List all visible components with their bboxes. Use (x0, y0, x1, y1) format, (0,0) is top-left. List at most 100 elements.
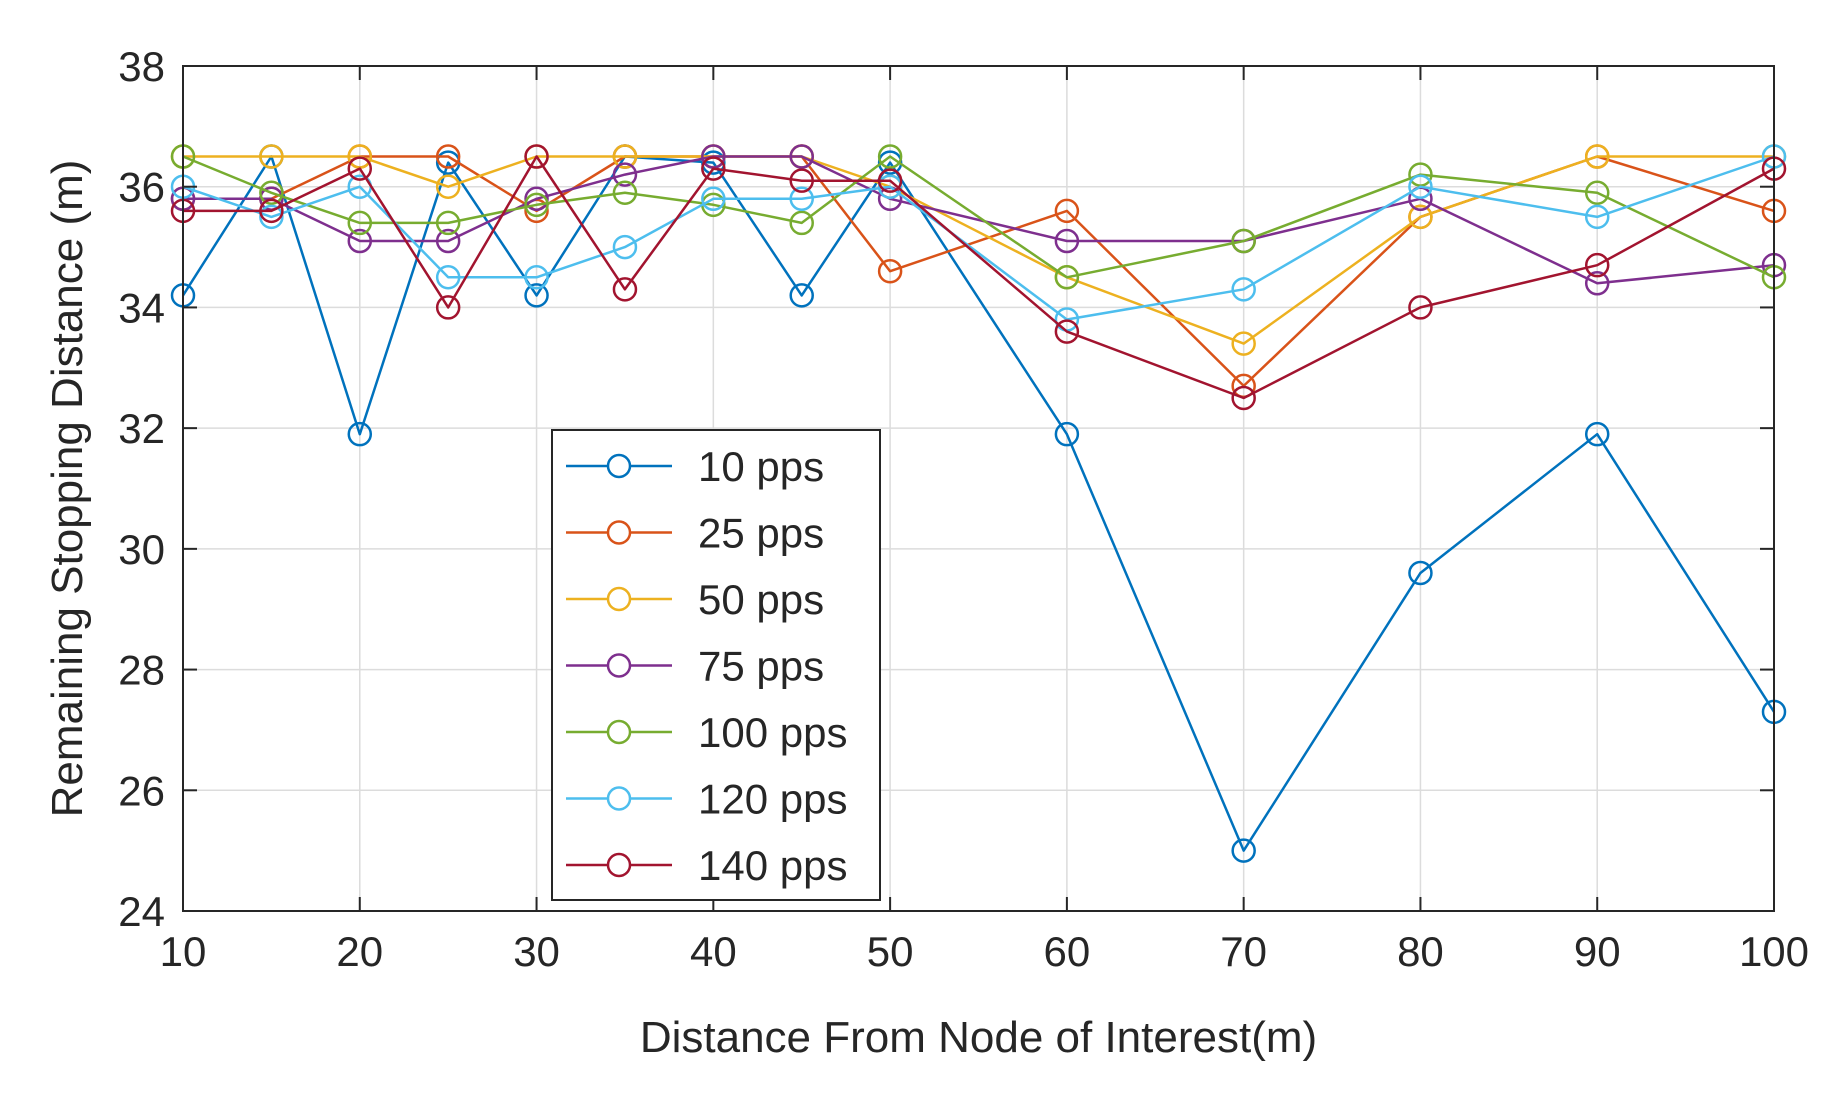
data-point (1231, 228, 1256, 254)
axis-ticks: 10 20 30 40 50 60 70 80 90 100 24 26 28 30 32 34 36 38 (118, 43, 1809, 975)
data-point (701, 156, 726, 181)
legend-swatch-marker (606, 586, 632, 612)
data-point (877, 144, 903, 169)
data-point (612, 234, 638, 260)
legend-swatch-marker (606, 453, 632, 479)
data-point (259, 204, 284, 230)
data-point (1054, 228, 1080, 254)
legend-label: 100 pps (698, 709, 847, 756)
data-point (524, 186, 549, 212)
data-point (435, 295, 461, 320)
series-line (183, 155, 1775, 400)
y-tick-label: 38 (118, 43, 165, 90)
y-tick-label: 24 (118, 888, 165, 935)
x-tick-label: 40 (690, 928, 737, 975)
data-point (701, 150, 726, 175)
axes-frame (182, 65, 1775, 912)
data-point (524, 283, 549, 308)
legend-swatch-marker (606, 786, 632, 811)
data-point (259, 198, 284, 224)
x-axis-label: Distance From Node of Interest(m) (640, 1013, 1317, 1062)
data-point (877, 258, 903, 284)
data-point (1584, 252, 1610, 278)
data-point (524, 144, 549, 169)
legend-label: 10 pps (698, 443, 824, 490)
data-point (435, 144, 461, 169)
y-tick-label: 36 (118, 164, 165, 211)
data-point (612, 162, 638, 187)
data-point (612, 277, 638, 302)
data-point (1408, 204, 1433, 230)
data-point (347, 421, 373, 447)
series-line (182, 155, 1775, 279)
legend: 10 pps 25 pps 50 pps 75 pps 100 pps 120 pps 14… (551, 429, 881, 901)
data-point (1054, 198, 1080, 224)
data-point (1584, 180, 1610, 205)
data-point (789, 283, 814, 308)
data-point (789, 210, 814, 236)
data-point (1584, 421, 1610, 447)
y-tick-label: 28 (118, 647, 165, 694)
data-point (1408, 174, 1433, 199)
data-point (612, 180, 638, 205)
data-point (435, 210, 461, 236)
data-point (1584, 144, 1610, 169)
data-point (524, 192, 549, 218)
data-point (1231, 277, 1256, 302)
data-point (347, 210, 373, 236)
series-120-pps (170, 144, 1787, 332)
x-tick-label: 70 (1220, 928, 1267, 975)
data-point (259, 180, 284, 205)
data-point (1231, 331, 1256, 356)
legend-item-75-pps: 75 pps (566, 643, 824, 690)
legend-swatch-marker (606, 520, 632, 545)
y-tick-label: 34 (118, 284, 165, 331)
x-tick-label: 90 (1574, 928, 1621, 975)
data-point (1054, 421, 1080, 447)
data-point (347, 228, 373, 254)
x-tick-label: 80 (1397, 928, 1444, 975)
legend-swatch-marker (606, 653, 632, 678)
legend-label: 140 pps (698, 842, 847, 889)
data-point (1231, 838, 1256, 863)
data-point (701, 186, 726, 212)
data-point (1408, 560, 1433, 586)
data-point (789, 168, 814, 193)
data-point (435, 265, 461, 290)
x-tick-label: 50 (867, 928, 914, 975)
data-point (1584, 271, 1610, 296)
legend-swatch-marker (606, 719, 632, 745)
legend-item-25-pps: 25 pps (566, 510, 824, 557)
data-point (877, 174, 903, 199)
x-tick-label: 30 (513, 928, 560, 975)
data-point (347, 156, 373, 181)
x-tick-label: 100 (1739, 928, 1809, 975)
y-tick-label: 30 (118, 526, 165, 573)
data-point (1054, 319, 1080, 344)
y-tick-label: 32 (118, 405, 165, 452)
legend-item-50-pps: 50 pps (566, 576, 824, 623)
series-line (183, 155, 1775, 285)
legend-item-120-pps: 120 pps (566, 776, 847, 823)
data-point (1231, 385, 1256, 411)
legend-item-140-pps: 140 pps (566, 842, 847, 889)
data-point (435, 174, 461, 199)
data-point (1408, 295, 1433, 320)
data-point (612, 144, 638, 169)
data-point (789, 144, 814, 169)
data-point (524, 265, 549, 290)
data-point (435, 228, 461, 254)
y-tick-label: 26 (118, 767, 165, 814)
x-tick-label: 10 (160, 928, 207, 975)
data-point (1584, 204, 1610, 230)
series-line (181, 155, 1776, 852)
legend-item-100-pps: 100 pps (566, 709, 847, 756)
data-point (1054, 265, 1080, 290)
legend-item-10-pps: 10 pps (566, 443, 824, 490)
data-point (259, 144, 284, 169)
legend-label: 120 pps (698, 776, 847, 823)
x-tick-label: 60 (1044, 928, 1091, 975)
series-100-pps (170, 144, 1787, 290)
